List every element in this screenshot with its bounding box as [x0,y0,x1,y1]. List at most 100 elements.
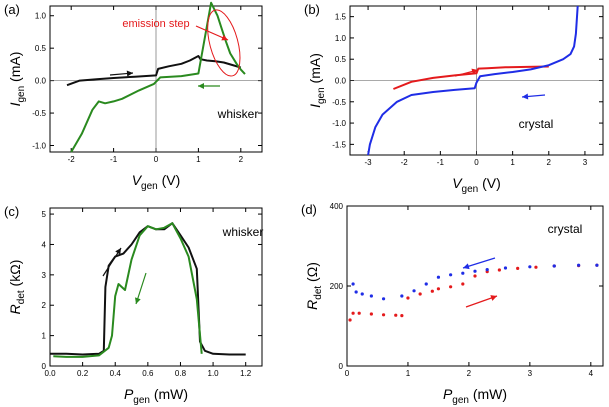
data-point [485,268,489,272]
data-point [473,269,477,273]
data-point [534,265,538,269]
x-tick-label: 4 [589,369,594,378]
x-axis-label: Vgen (V) [132,172,181,192]
data-point [436,275,441,279]
y-tick-label: -0.5 [332,98,346,107]
data-point [436,287,441,291]
data-point [381,297,386,301]
sweep-arrow-up-head [490,295,497,301]
x-tick-label: 0 [345,369,350,378]
panel-tag: (a) [4,2,20,17]
panel-d: 0 1 2 3 4 0 200 400 (d) Pgen (mW) Rdet (Ω) crystal [301,202,604,406]
data-point [528,265,532,269]
y-tick-label: 0 [42,362,47,371]
x-tick-label: 0.2 [77,369,89,378]
sweep-arrow-up-head [126,70,133,77]
sweep-arrow-up-head [115,248,121,255]
sweep-arrow-down-head [134,297,141,304]
x-tick-label: 1.2 [240,369,252,378]
panel-a: -2 -1 0 1 2 -1.0 -0.5 0.0 0.5 1.0 (a) Vgen (V) Igen … [4,1,263,192]
y-axis-label: Rdet (kΩ) [7,260,27,315]
y-tick-label: 1 [42,332,47,341]
x-tick-label: 0 [154,155,159,164]
data-point [461,271,465,275]
y-tick-label: 0.5 [335,55,347,64]
y-axis-label: Igen (mA) [7,52,27,107]
sample-label: whisker [217,107,259,121]
data-point [351,311,355,315]
y-tick-label: 0.5 [35,44,47,53]
data-point [424,282,428,286]
x-axis-label: Pgen (mW) [124,386,188,406]
x-tick-label: 2 [239,155,244,164]
panel-tag: (b) [304,2,320,17]
y-tick-label: 4 [42,240,47,249]
data-point [516,266,520,270]
y-tick-label: 5 [42,210,47,219]
sweep-arrow-down-head [522,93,529,100]
data-point [348,318,352,322]
data-point [449,285,453,289]
y-tick-label: -0.5 [32,109,46,118]
y-tick-label: 3 [42,271,47,280]
panel-c: 0.0 0.2 0.4 0.6 0.8 1.0 1.2 0 1 2 3 4 5 (c) Pgen (mW) R… [4,204,263,406]
y-tick-label: -1.5 [332,140,346,149]
x-tick-label: 3 [583,158,588,167]
emission-step-ellipse [207,9,241,77]
data-point [394,313,398,317]
series-line [393,65,549,90]
data-point [497,268,501,272]
sample-label: whisker [222,225,264,239]
y-tick-label: 1.0 [35,12,47,21]
x-tick-label: 3 [528,369,533,378]
x-tick-label: 1 [406,369,411,378]
data-point [400,294,404,298]
data-point [449,273,453,277]
x-tick-label: -3 [365,158,373,167]
x-tick-label: -2 [68,155,76,164]
data-point [406,296,410,300]
series-line [70,1,246,153]
y-axis-label: Igen (mA) [307,53,327,108]
x-tick-label: 0 [474,158,479,167]
y-tick-label: 1.5 [335,13,347,22]
y-tick-label: 0 [339,362,344,371]
x-tick-label: 1 [196,155,201,164]
x-axis-label: Vgen (V) [452,175,501,195]
data-point [351,282,355,286]
series-line [66,55,242,87]
data-point [369,294,373,298]
series-line [367,5,579,156]
data-point [595,263,599,267]
panel-tag: (d) [301,202,317,217]
panel-tag: (c) [4,204,19,219]
x-tick-label: -1 [110,155,118,164]
sample-label: crystal [519,117,554,131]
x-tick-label: 0.4 [110,369,122,378]
series-line [50,222,246,356]
data-point [354,290,358,294]
data-point [369,312,373,316]
x-tick-label: -1 [437,158,445,167]
data-point [461,282,465,286]
data-point [418,292,422,296]
y-tick-label: 200 [330,282,344,291]
x-tick-label: 0.0 [44,369,56,378]
x-tick-label: 0.6 [142,369,154,378]
sweep-arrow-up-head [471,68,478,75]
data-point [430,289,434,293]
series-line [53,222,203,358]
y-tick-label: 400 [330,202,344,211]
y-axis-label: Rdet (Ω) [304,262,324,310]
data-point [412,289,416,293]
data-point [360,292,364,296]
emission-step-arrow-head [221,34,228,41]
y-tick-label: 0.0 [35,77,47,86]
data-point [552,264,556,268]
sweep-arrow-down-head [198,83,204,89]
data-point [381,313,386,317]
x-tick-label: 2 [467,369,472,378]
x-tick-label: 1 [510,158,515,167]
y-tick-label: 0.0 [335,77,347,86]
